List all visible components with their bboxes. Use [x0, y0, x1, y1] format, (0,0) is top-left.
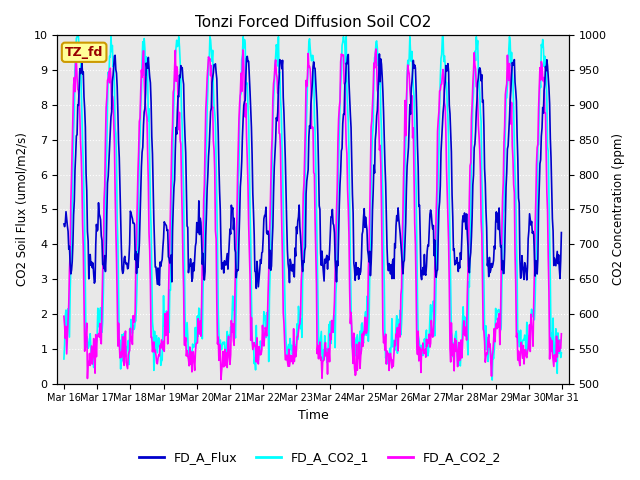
Title: Tonzi Forced Diffusion Soil CO2: Tonzi Forced Diffusion Soil CO2 [195, 15, 431, 30]
Legend: FD_A_Flux, FD_A_CO2_1, FD_A_CO2_2: FD_A_Flux, FD_A_CO2_1, FD_A_CO2_2 [134, 446, 506, 469]
Y-axis label: CO2 Soil Flux (umol/m2/s): CO2 Soil Flux (umol/m2/s) [15, 132, 28, 287]
X-axis label: Time: Time [298, 409, 328, 422]
Text: TZ_fd: TZ_fd [65, 46, 103, 59]
Y-axis label: CO2 Concentration (ppm): CO2 Concentration (ppm) [612, 133, 625, 286]
